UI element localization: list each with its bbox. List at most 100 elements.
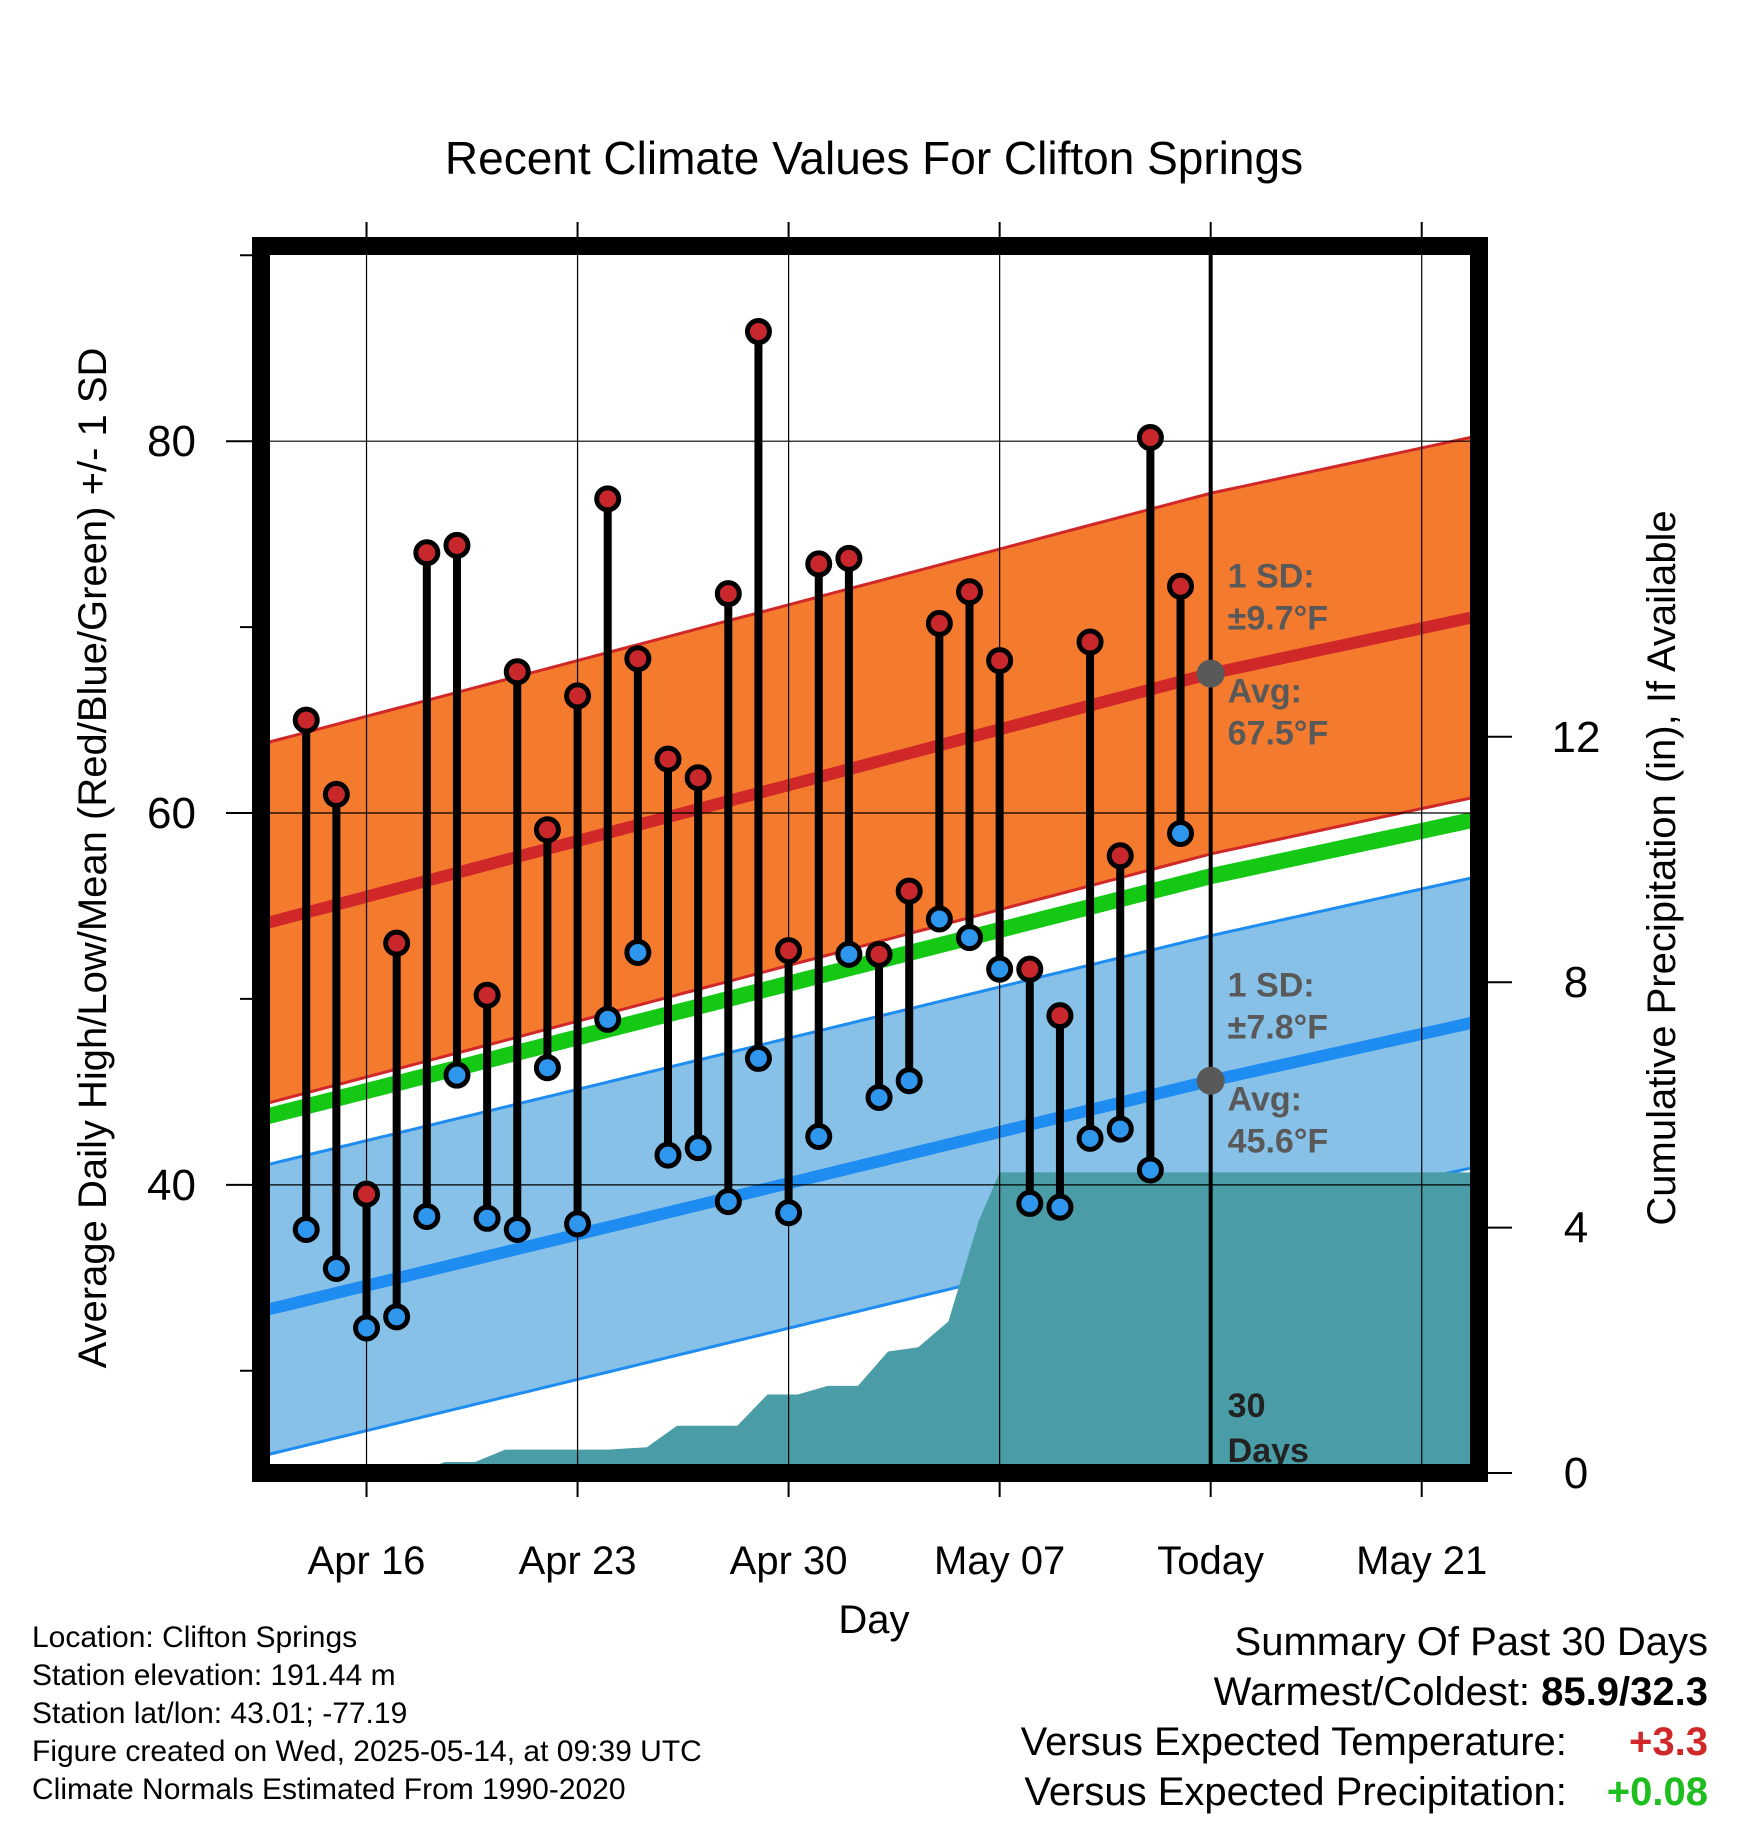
low-average-line	[261, 1015, 1479, 1318]
daily-high-point	[594, 485, 622, 513]
station-info: Location: Clifton Springs Station elevat…	[32, 1619, 702, 1809]
temp-label: Versus Expected Temperature:	[1020, 1720, 1567, 1764]
summary-precip-row: Versus Expected Precipitation: +0.08	[1021, 1767, 1708, 1817]
daily-high-point	[624, 645, 652, 673]
plot-frame	[252, 237, 1488, 1482]
low-avg-label: Avg:	[1228, 1081, 1302, 1119]
x-tick-label: Apr 16	[308, 1539, 426, 1583]
low-band-upper-edge	[261, 874, 1479, 1168]
daily-low-point	[986, 955, 1014, 983]
daily-low-point	[1076, 1124, 1104, 1152]
daily-low-point	[1046, 1193, 1074, 1221]
daily-high-point	[805, 550, 833, 578]
daily-low-point	[443, 1061, 471, 1089]
daily-low-point	[744, 1044, 772, 1072]
precipitation-area	[261, 1172, 1479, 1473]
daily-high-point	[443, 531, 471, 559]
daily-high-point	[383, 929, 411, 957]
daily-low-point	[865, 1083, 893, 1111]
x-axis-label: Day	[838, 1598, 909, 1642]
y-tick-label: 40	[147, 1161, 196, 1210]
daily-low-point	[925, 905, 953, 933]
daily-low-point	[533, 1054, 561, 1082]
location-text: Location: Clifton Springs	[32, 1621, 358, 1654]
y-tick-label: 60	[147, 789, 196, 838]
daily-high-point	[684, 764, 712, 792]
x-tick-label: May 07	[934, 1539, 1065, 1583]
daily-low-point	[775, 1199, 803, 1227]
axes: Apr 16 Apr 23 Apr 30 May 07 Today May 2140608…	[147, 222, 1600, 1583]
y2-tick-label: 0	[1564, 1449, 1588, 1498]
x-tick-label: Today	[1157, 1539, 1264, 1583]
y2-tick-label: 12	[1552, 713, 1601, 762]
daily-high-point	[744, 318, 772, 346]
daily-high-point	[473, 981, 501, 1009]
daily-low-point	[1016, 1189, 1044, 1217]
high-sd-value: ±9.7°F	[1228, 600, 1328, 638]
daily-high-point	[925, 609, 953, 637]
latlon-text: Station lat/lon: 43.01; -77.19	[32, 1697, 408, 1730]
daily-high-point	[654, 745, 682, 773]
daily-low-point	[684, 1134, 712, 1162]
y-tick-label: 80	[147, 417, 196, 466]
daily-high-point	[353, 1180, 381, 1208]
daily-low-point	[594, 1005, 622, 1033]
days-count-number: 30	[1228, 1387, 1266, 1425]
daily-high-point	[775, 937, 803, 965]
daily-high-point	[865, 940, 893, 968]
summary-temp-row: Versus Expected Temperature: +3.3	[1021, 1717, 1708, 1767]
x-tick-label: Apr 23	[519, 1539, 637, 1583]
low-avg-value: 45.6°F	[1228, 1123, 1329, 1161]
daily-low-point	[835, 940, 863, 968]
daily-low-point	[654, 1141, 682, 1169]
daily-high-point	[292, 706, 320, 734]
daily-low-point	[473, 1204, 501, 1232]
daily-low-point	[1136, 1156, 1164, 1184]
daily-high-point	[1167, 572, 1195, 600]
daily-low-point	[1167, 819, 1195, 847]
daily-low-point	[413, 1202, 441, 1230]
temp-value: +3.3	[1629, 1720, 1708, 1764]
daily-low-point	[564, 1210, 592, 1238]
elevation-text: Station elevation: 191.44 m	[32, 1659, 396, 1692]
created-text: Figure created on Wed, 2025-05-14, at 09…	[32, 1735, 702, 1768]
daily-low-point	[322, 1255, 350, 1282]
x-tick-label: Apr 30	[730, 1539, 848, 1583]
warm-cold-value: 85.9/32.3	[1541, 1670, 1708, 1714]
chart-title: Recent Climate Values For Clifton Spring…	[445, 132, 1303, 184]
high-avg-today-marker	[1196, 659, 1225, 688]
daily-low-point	[1106, 1115, 1134, 1143]
daily-low-point	[714, 1188, 742, 1216]
daily-high-point	[1016, 955, 1044, 983]
daily-high-point	[986, 647, 1014, 675]
high-avg-value: 67.5°F	[1228, 715, 1329, 753]
daily-high-point	[895, 877, 923, 905]
daily-low-point	[353, 1314, 381, 1342]
precip-value: +0.08	[1606, 1770, 1708, 1814]
daily-high-point	[322, 780, 350, 808]
daily-low-point	[955, 924, 983, 952]
high-average-line	[261, 610, 1479, 931]
summary-heading: Summary Of Past 30 Days	[1234, 1620, 1708, 1664]
high-band-upper-edge	[261, 434, 1479, 746]
daily-high-point	[503, 658, 531, 686]
daily-high-point	[413, 539, 441, 567]
daily-low-point	[292, 1215, 320, 1243]
daily-high-point	[564, 682, 592, 710]
plot-area: 1 SD: ±9.7°F Avg: 67.5°F 1 SD: ±7.8°F Avg: 45.6…	[261, 246, 1479, 1473]
daily-low-point	[895, 1067, 923, 1095]
daily-high-point	[1046, 1002, 1074, 1030]
daily-high-point	[533, 816, 561, 844]
y2-tick-label: 8	[1564, 958, 1588, 1007]
warm-cold-label: Warmest/Coldest:	[1213, 1670, 1531, 1714]
daily-high-point	[1136, 423, 1164, 451]
daily-high-point	[714, 580, 742, 608]
daily-low-point	[383, 1303, 411, 1331]
high-avg-label: Avg:	[1228, 673, 1302, 711]
daily-low-point	[624, 938, 652, 966]
y2-axis-label: Cumulative Precipitation (in), If Availa…	[1640, 510, 1684, 1225]
days-count-word: Days	[1228, 1432, 1309, 1470]
daily-low-point	[503, 1215, 531, 1243]
low-avg-today-marker	[1196, 1066, 1225, 1095]
